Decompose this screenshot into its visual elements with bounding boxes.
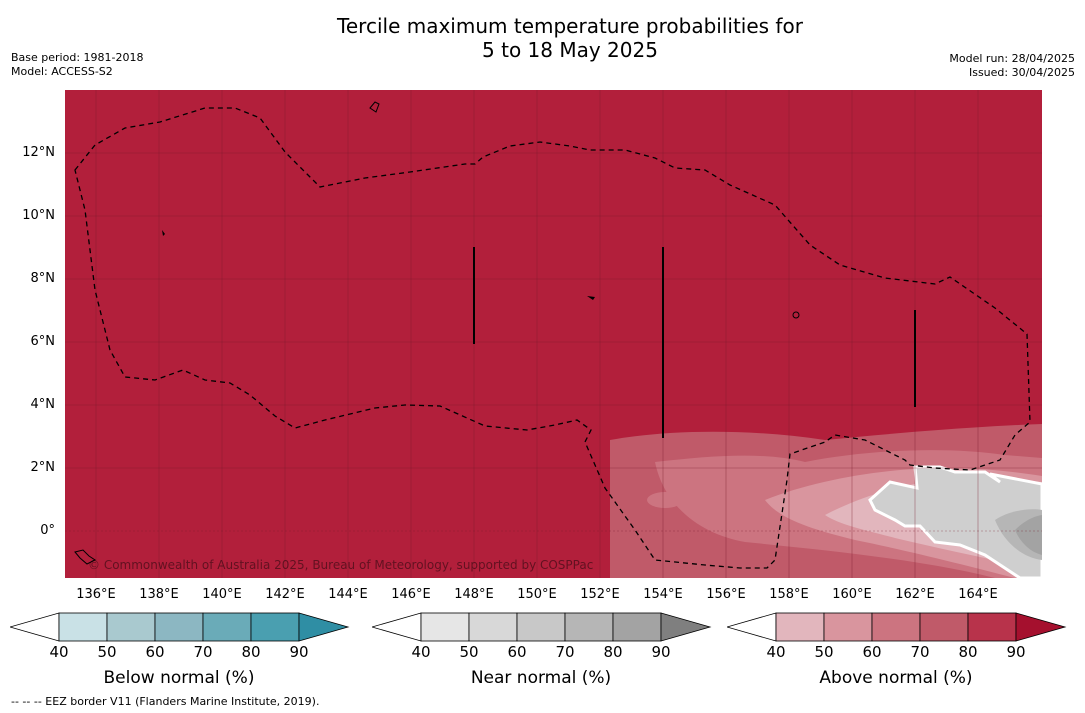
meta-left: Base period: 1981-2018 Model: ACCESS-S2 <box>11 51 143 79</box>
colorbar-segment <box>154 612 204 642</box>
lon-label: 154°E <box>643 587 683 602</box>
colorbar-tick: 80 <box>241 643 261 661</box>
island-north <box>369 101 380 113</box>
colorbar-tick: 80 <box>603 643 623 661</box>
lon-label: 140°E <box>202 587 242 602</box>
colorbar-segment <box>727 612 777 642</box>
colorbar-tick: 40 <box>766 643 786 661</box>
lat-label: 6°N <box>30 334 56 349</box>
lon-label: 138°E <box>139 587 179 602</box>
lat-label: 10°N <box>22 208 55 223</box>
colorbar-above-normal <box>727 612 1067 642</box>
lon-label: 144°E <box>328 587 368 602</box>
colorbar-segment <box>871 612 921 642</box>
issued-label: Issued: 30/04/2025 <box>968 66 1075 79</box>
prob-blob-east <box>750 466 770 490</box>
lon-label: 136°E <box>76 587 116 602</box>
colorbar-segment <box>775 612 825 642</box>
lon-label: 160°E <box>832 587 872 602</box>
colorbar-tick: 90 <box>651 643 671 661</box>
meta-right: Model run: 28/04/2025 Issued: 30/04/2025 <box>949 52 1075 80</box>
colorbar-tick: 40 <box>49 643 69 661</box>
title-line-1: Tercile maximum temperature probabilitie… <box>337 14 803 38</box>
eez-footnote: -- -- -- EEZ border V11 (Flanders Marine… <box>11 695 320 708</box>
lat-label: 2°N <box>30 460 56 475</box>
island-yap <box>162 230 165 236</box>
island-pohnpei <box>792 311 800 319</box>
colorbar-tick: 60 <box>145 643 165 661</box>
forecast-map <box>65 90 1042 578</box>
colorbar-segment <box>298 612 350 642</box>
island-png <box>74 549 96 565</box>
title-line-2: 5 to 18 May 2025 <box>482 38 658 62</box>
colorbar-segment <box>202 612 252 642</box>
lat-label: 12°N <box>22 145 55 160</box>
map-title: Tercile maximum temperature probabilitie… <box>0 14 1085 62</box>
colorbar-tick: 50 <box>459 643 479 661</box>
colorbar-tick: 50 <box>97 643 117 661</box>
lon-label: 152°E <box>580 587 620 602</box>
colorbar-segment <box>564 612 614 642</box>
colorbar-tick: 60 <box>507 643 527 661</box>
colorbar-segment <box>516 612 566 642</box>
colorbar-tick: 90 <box>1006 643 1026 661</box>
lat-label: 8°N <box>30 271 56 286</box>
lon-label: 162°E <box>895 587 935 602</box>
colorbar-segment <box>612 612 662 642</box>
colorbar-segment <box>58 612 108 642</box>
colorbar-tick: 60 <box>862 643 882 661</box>
lat-label: 0° <box>40 523 55 538</box>
near-normal-region <box>868 465 1042 578</box>
eez-border <box>74 107 1031 569</box>
colorbar-segment <box>967 612 1017 642</box>
lon-label: 146°E <box>391 587 431 602</box>
lon-label: 150°E <box>517 587 557 602</box>
colorbar-title-above: Above normal (%) <box>819 668 973 688</box>
colorbar-segment <box>823 612 873 642</box>
base-period-label: Base period: 1981-2018 <box>11 51 144 64</box>
colorbar-segment <box>10 612 60 642</box>
colorbar-segment <box>420 612 470 642</box>
prob-blob-west <box>647 492 683 508</box>
model-run-label: Model run: 28/04/2025 <box>949 52 1075 65</box>
lat-label: 4°N <box>30 397 56 412</box>
colorbar-tick: 90 <box>289 643 309 661</box>
model-label: Model: ACCESS-S2 <box>11 65 113 78</box>
colorbar-segment <box>468 612 518 642</box>
lon-label: 142°E <box>265 587 305 602</box>
colorbar-tick: 80 <box>958 643 978 661</box>
colorbar-tick: 40 <box>411 643 431 661</box>
lon-label: 158°E <box>769 587 809 602</box>
colorbar-title-near: Near normal (%) <box>470 668 612 688</box>
colorbar-segment <box>919 612 969 642</box>
colorbar-tick: 70 <box>555 643 575 661</box>
lon-label: 164°E <box>958 587 998 602</box>
colorbar-segment <box>250 612 300 642</box>
colorbar-below-normal <box>10 612 350 642</box>
colorbar-near-normal <box>372 612 712 642</box>
lon-label: 148°E <box>454 587 494 602</box>
colorbar-title-below: Below normal (%) <box>103 668 255 688</box>
island-chuuk <box>587 296 595 300</box>
near-normal-core <box>1015 515 1042 555</box>
colorbar-tick: 70 <box>910 643 930 661</box>
colorbar-segment <box>372 612 422 642</box>
colorbar-segment <box>660 612 712 642</box>
copyright-text: © Commonwealth of Australia 2025, Bureau… <box>88 558 594 572</box>
colorbar-segment <box>106 612 156 642</box>
colorbar-tick: 70 <box>193 643 213 661</box>
colorbar-segment <box>1015 612 1067 642</box>
colorbar-tick: 50 <box>814 643 834 661</box>
lon-label: 156°E <box>706 587 746 602</box>
